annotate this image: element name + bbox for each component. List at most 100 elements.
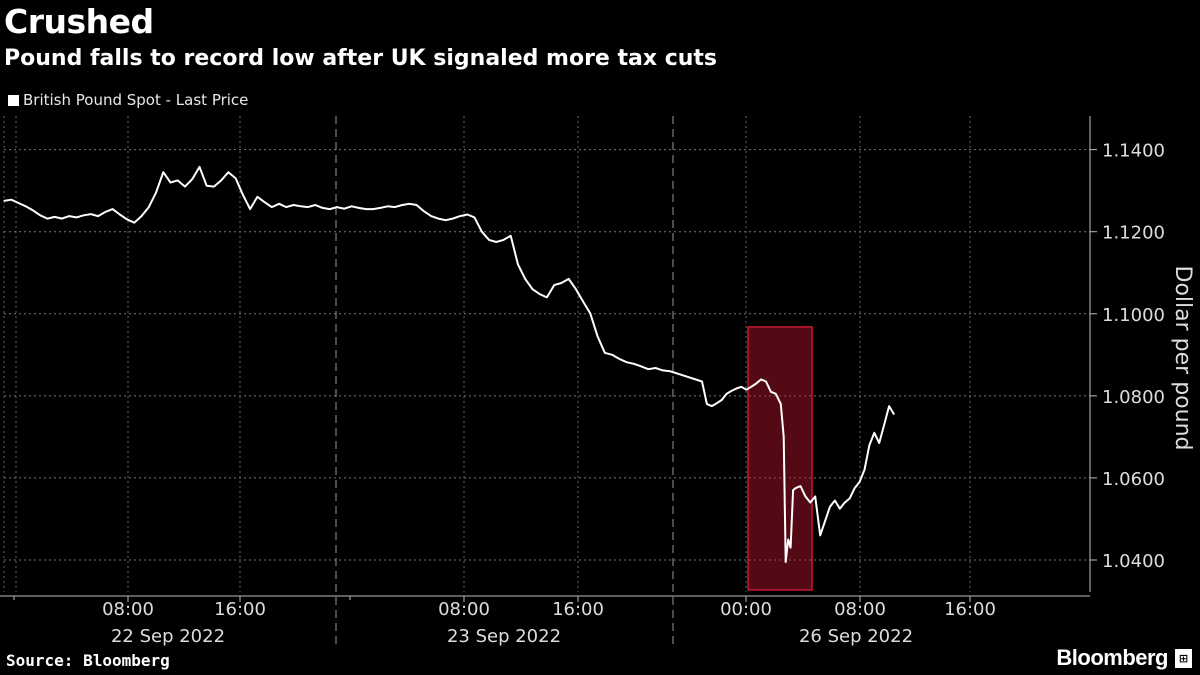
price-point-8 — [61, 218, 63, 220]
price-point-17 — [126, 218, 128, 220]
date-label-1: 23 Sep 2022 — [447, 626, 561, 647]
axes-layer: 1.1400 1.1200 1.1000 1.0800 1.0600 1.0400 08:0… — [0, 116, 1165, 647]
price-point-62 — [452, 218, 454, 220]
price-point-22 — [162, 171, 164, 173]
price-point-69 — [502, 239, 505, 241]
price-point-111 — [785, 561, 787, 563]
price-point-33 — [242, 194, 244, 196]
price-point-36 — [264, 201, 266, 203]
price-point-114 — [792, 489, 794, 491]
x-tick-label-4: 00:00 — [720, 599, 772, 620]
price-point-108 — [775, 393, 777, 395]
price-point-109 — [780, 403, 782, 405]
price-point-119 — [814, 495, 816, 497]
price-point-83 — [604, 352, 606, 354]
price-point-63 — [459, 215, 461, 217]
price-point-10 — [75, 216, 77, 218]
price-point-134 — [888, 405, 890, 407]
price-point-118 — [809, 501, 811, 504]
brand-logo: Bloomberg — [1056, 645, 1168, 670]
chart-subtitle: Pound falls to record low after UK signa… — [4, 46, 718, 71]
price-point-39 — [285, 206, 287, 208]
price-point-19 — [140, 215, 143, 217]
price-point-24 — [177, 179, 179, 181]
price-point-95 — [711, 405, 713, 407]
legend-swatch — [8, 94, 19, 106]
price-point-46 — [336, 206, 338, 208]
price-point-2 — [17, 202, 20, 204]
price-point-32 — [235, 177, 237, 179]
price-point-133 — [883, 424, 885, 426]
price-point-90 — [654, 367, 657, 369]
highlight-box — [747, 326, 813, 591]
price-point-117 — [804, 495, 807, 497]
price-point-1 — [10, 199, 12, 201]
x-tick-label-2: 08:00 — [438, 599, 490, 620]
x-tick-label-1: 16:00 — [214, 599, 266, 620]
price-point-57 — [416, 204, 418, 206]
price-point-7 — [54, 216, 56, 218]
legend: British Pound Spot - Last Price — [8, 91, 248, 109]
brand-mark-icon: ⊞ — [1175, 649, 1192, 668]
price-point-123 — [834, 499, 836, 502]
price-point-59 — [430, 215, 432, 217]
price-point-31 — [227, 171, 229, 173]
price-point-42 — [307, 206, 309, 208]
price-point-45 — [329, 208, 331, 210]
price-point-130 — [868, 444, 871, 446]
y-tick-label-0: 1.1400 — [1102, 141, 1165, 162]
y-axis-title: Dollar per pound — [1170, 266, 1195, 451]
y-tick-label-2: 1.1000 — [1102, 305, 1165, 326]
price-point-93 — [701, 380, 703, 383]
price-point-103 — [750, 386, 752, 388]
y-tick-label-1: 1.1200 — [1102, 223, 1165, 244]
price-point-30 — [220, 179, 222, 181]
price-point-60 — [437, 218, 439, 220]
price-point-101 — [740, 386, 743, 388]
price-point-16 — [119, 213, 121, 216]
price-point-97 — [721, 399, 723, 401]
x-tick-label-0: 08:00 — [102, 599, 154, 620]
price-point-20 — [148, 206, 150, 208]
price-point-94 — [706, 403, 708, 405]
x-tick-label-6: 16:00 — [944, 599, 996, 620]
price-point-71 — [517, 263, 519, 266]
y-tick-label-4: 1.0600 — [1102, 469, 1165, 490]
price-point-100 — [735, 387, 738, 390]
price-point-113 — [790, 547, 792, 549]
price-point-29 — [213, 186, 215, 188]
price-point-132 — [878, 442, 880, 444]
price-point-126 — [849, 497, 851, 499]
x-tick-label-3: 16:00 — [552, 599, 604, 620]
price-point-55 — [401, 204, 403, 206]
x-tick-label-5: 08:00 — [834, 599, 886, 620]
price-point-14 — [104, 211, 106, 213]
price-point-54 — [394, 206, 396, 208]
price-point-11 — [83, 214, 85, 216]
price-point-34 — [249, 208, 251, 210]
price-point-40 — [293, 204, 295, 206]
price-point-122 — [829, 506, 831, 508]
price-point-88 — [640, 365, 642, 367]
legend-label: British Pound Spot - Last Price — [23, 91, 249, 109]
price-point-43 — [314, 204, 316, 206]
price-point-82 — [597, 335, 599, 337]
grid-lines — [3, 116, 1090, 592]
price-point-49 — [358, 207, 360, 209]
price-point-112 — [787, 538, 789, 541]
price-point-35 — [256, 196, 258, 198]
price-point-87 — [633, 363, 635, 365]
chart-title: Crushed — [4, 2, 154, 41]
price-point-106 — [765, 380, 767, 383]
price-point-96 — [716, 402, 718, 404]
price-point-85 — [618, 358, 620, 360]
price-point-76 — [553, 284, 555, 286]
price-point-98 — [726, 393, 728, 395]
price-point-58 — [423, 210, 425, 212]
price-point-51 — [372, 208, 374, 210]
price-line — [3, 165, 895, 563]
source-note: Source: Bloomberg — [6, 651, 170, 670]
price-point-99 — [730, 390, 733, 392]
price-point-50 — [365, 208, 367, 210]
